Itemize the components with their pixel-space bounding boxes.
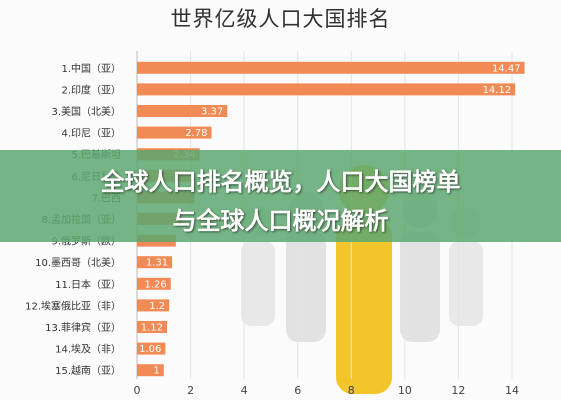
value-label: 1.12 — [141, 323, 163, 334]
value-label: 1.06 — [139, 344, 161, 355]
x-tick-label: 6 — [294, 384, 301, 397]
category-label: 14.埃及（非） — [55, 343, 121, 356]
category-label: 11.日本（亚） — [55, 278, 121, 291]
value-label: 1.2 — [149, 301, 165, 312]
x-tick-label: 12 — [451, 384, 465, 397]
bar — [137, 321, 167, 333]
category-label: 3.美国（北美） — [51, 105, 121, 118]
headline-line-2: 与全球人口概况解析 — [172, 207, 389, 235]
x-tick-label: 14 — [505, 384, 519, 397]
person-body-icon — [400, 232, 440, 342]
person-body-icon — [336, 219, 392, 394]
category-label: 12.埃塞俄比亚（非） — [25, 299, 121, 312]
person-body-icon — [286, 232, 326, 342]
person-body-icon — [449, 241, 483, 326]
headline-overlay: 全球人口排名概览，人口大国榜单 与全球人口概况解析 — [0, 150, 561, 242]
bar — [137, 299, 170, 312]
value-label: 3.37 — [201, 107, 223, 118]
bar — [137, 364, 164, 377]
value-label: 14.12 — [483, 85, 512, 96]
headline-line-1: 全球人口排名概览，人口大国榜单 — [100, 168, 461, 196]
category-label: 13.菲律宾（亚） — [45, 321, 121, 334]
bar — [137, 105, 228, 117]
value-label: 1 — [153, 366, 159, 377]
x-tick-label: 2 — [187, 384, 194, 397]
x-tick-label: 4 — [241, 384, 248, 397]
x-tick-label: 0 — [134, 384, 141, 397]
bar — [137, 277, 171, 290]
bar — [137, 61, 525, 74]
bar — [137, 83, 516, 96]
value-label: 14.47 — [492, 63, 521, 74]
category-label: 10.墨西哥（北美） — [35, 256, 121, 269]
category-label: 2.印度（亚） — [61, 83, 121, 96]
x-tick-label: 10 — [398, 384, 412, 397]
bar — [137, 126, 212, 139]
chart-title: 世界亿级人口大国排名 — [170, 7, 391, 31]
value-label: 1.26 — [144, 279, 166, 290]
category-label: 4.印尼（亚） — [61, 128, 121, 140]
person-body-icon — [241, 241, 275, 326]
bar — [137, 256, 173, 269]
x-tick-labels: 0 2 4 6 8 10 12 14 — [134, 384, 520, 397]
value-labels: 14.4714.123.372.782.341.311.261.21.121.0… — [139, 63, 520, 376]
value-label: 1.31 — [146, 258, 168, 269]
category-label: 1.中国（亚） — [61, 62, 121, 75]
category-label: 15.越南（亚） — [55, 364, 121, 377]
value-label: 2.78 — [185, 128, 207, 139]
bar — [137, 342, 166, 355]
x-tick-label: 8 — [348, 384, 355, 397]
